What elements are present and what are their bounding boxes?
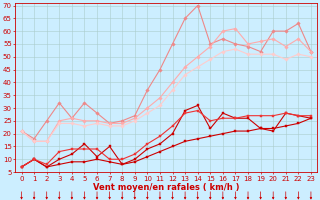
X-axis label: Vent moyen/en rafales ( km/h ): Vent moyen/en rafales ( km/h ) [93, 183, 239, 192]
